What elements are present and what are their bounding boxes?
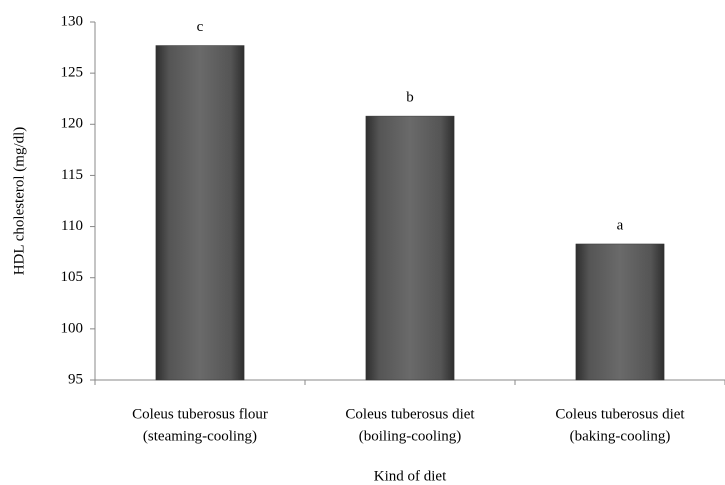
x-tick-label: Coleus tuberosus diet (345, 406, 475, 422)
y-tick-label: 120 (61, 116, 84, 132)
bar (365, 115, 455, 381)
x-tick-label: (boiling-cooling) (359, 428, 461, 444)
y-tick-label: 115 (61, 167, 83, 183)
x-axis-label: Kind of diet (374, 468, 447, 484)
y-tick-label: 110 (61, 218, 83, 234)
x-tick-label: Coleus tuberosus diet (555, 406, 685, 422)
y-tick-label: 130 (61, 13, 84, 29)
y-tick-label: 105 (61, 269, 84, 285)
annotation: c (197, 19, 204, 35)
annotation: a (617, 217, 624, 233)
x-tick-label: Coleus tuberosus flour (132, 406, 268, 422)
y-tick-label: 95 (68, 371, 83, 387)
bar (575, 243, 665, 381)
y-axis-label: HDL cholesterol (mg/dl) (11, 127, 27, 276)
y-tick-label: 125 (61, 65, 84, 81)
y-tick-label: 100 (61, 320, 84, 336)
bar (155, 45, 245, 381)
x-tick-label: (steaming-cooling) (143, 428, 257, 444)
x-tick-label: (baking-cooling) (570, 428, 671, 444)
annotation: b (406, 90, 414, 106)
